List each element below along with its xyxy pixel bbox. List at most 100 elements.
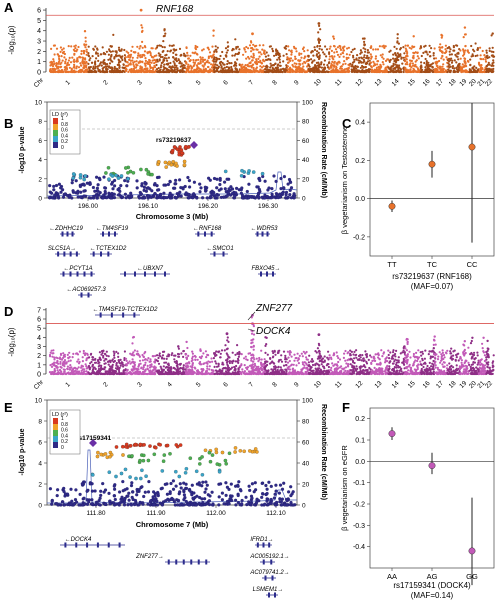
gene-exon [70,252,72,257]
manhattan-point [441,66,443,68]
manhattan-point [82,57,84,59]
regional-ld-point [164,161,167,164]
manhattan-point [110,46,112,48]
manhattan-point [206,365,208,367]
manhattan-point [260,367,262,369]
manhattan-point [151,62,153,64]
manhattan-point [59,361,61,363]
regional-point [199,190,202,193]
regional-point [93,190,96,193]
manhattan-point [52,58,54,60]
manhattan-point [254,61,256,63]
manhattan-point [247,373,249,375]
regional-point [62,196,65,199]
effect-point [469,144,475,150]
ytick-label: 4 [37,28,41,35]
manhattan-point [152,373,154,375]
manhattan-point [186,71,188,73]
manhattan-point [212,29,214,31]
manhattan-point [323,67,325,69]
manhattan-point [197,59,199,61]
manhattan-point [158,363,160,365]
manhattan-point [272,50,274,52]
manhattan-point [203,69,205,71]
panel-label-d: D [4,304,13,319]
manhattan-point [85,37,87,39]
manhattan-point [77,358,79,360]
manhattan-point [470,69,472,71]
manhattan-point [370,62,372,64]
manhattan-point [295,58,297,60]
gene-exon [133,313,135,318]
regional-b-points [48,145,296,200]
manhattan-point [139,45,141,47]
manhattan-point [379,64,381,66]
manhattan-point [346,53,348,55]
manhattan-point [73,59,75,61]
manhattan-point [275,54,277,56]
manhattan-point [97,359,99,361]
manhattan-point [60,46,62,48]
regional-point [55,184,58,187]
manhattan-point [409,63,411,65]
manhattan-point [65,373,67,375]
manhattan-point [94,358,96,360]
manhattan-point [50,48,52,50]
manhattan-point [427,64,429,66]
manhattan-point [99,357,101,359]
gene-label: ←AC069257.3 [66,287,106,293]
manhattan-point [125,68,127,70]
regional-ld-point [132,171,135,174]
manhattan-point [256,358,258,360]
manhattan-point [396,48,398,50]
ytick-label: 2 [37,49,41,56]
manhattan-point [367,58,369,60]
manhattan-point [449,51,451,53]
manhattan-point [363,54,365,56]
regional-point [119,184,122,187]
manhattan-point [216,67,218,69]
manhattan-point [56,63,58,65]
regional-point [212,191,215,194]
manhattan-point [65,362,67,364]
manhattan-point [147,373,149,375]
manhattan-point [225,370,227,372]
manhattan-point [141,68,143,70]
manhattan-point [162,50,164,52]
regional-point [71,181,74,184]
manhattan-point [376,60,378,62]
gene-exon [62,232,64,237]
manhattan-point [97,55,99,57]
manhattan-point [328,51,330,53]
manhattan-point [190,65,192,67]
gene-exon [67,232,69,237]
manhattan-point [144,370,146,372]
manhattan-point [199,363,201,365]
regional-point [163,184,166,187]
manhattan-point [159,355,161,357]
manhattan-point [182,71,184,73]
manhattan-point [125,358,127,360]
manhattan-point [227,71,229,73]
manhattan-point [339,47,341,49]
ytick-label: 0 [37,70,41,77]
manhattan-point [173,61,175,63]
manhattan-point [108,48,110,50]
manhattan-point [147,52,149,54]
manhattan-point [138,47,140,49]
manhattan-point [439,43,441,45]
manhattan-point [253,68,255,70]
gene-exon [266,272,268,277]
manhattan-point [118,47,120,49]
manhattan-point [237,359,239,361]
manhattan-point [209,373,211,375]
manhattan-point [78,373,80,375]
manhattan-point [207,47,209,49]
regional-point [68,194,71,197]
manhattan-point [109,360,111,362]
manhattan-point [259,51,261,53]
manhattan-point [227,49,229,51]
manhattan-point [356,71,358,73]
manhattan-point [465,71,467,73]
manhattan-point [166,71,168,73]
